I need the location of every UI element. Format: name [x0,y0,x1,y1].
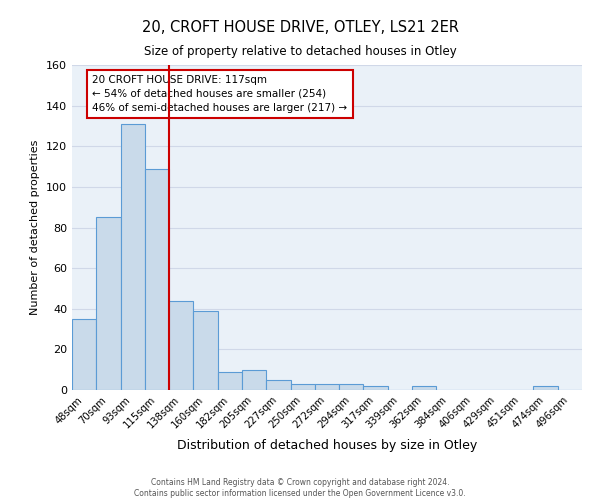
Bar [339,384,364,390]
Text: Contains HM Land Registry data © Crown copyright and database right 2024.
Contai: Contains HM Land Registry data © Crown c… [134,478,466,498]
Bar [412,386,436,390]
Bar [364,386,388,390]
Bar [121,124,145,390]
Text: 20, CROFT HOUSE DRIVE, OTLEY, LS21 2ER: 20, CROFT HOUSE DRIVE, OTLEY, LS21 2ER [142,20,458,35]
Bar [290,384,315,390]
Bar [266,380,290,390]
Y-axis label: Number of detached properties: Number of detached properties [31,140,40,315]
Bar [145,168,169,390]
X-axis label: Distribution of detached houses by size in Otley: Distribution of detached houses by size … [177,439,477,452]
Bar [242,370,266,390]
Text: Size of property relative to detached houses in Otley: Size of property relative to detached ho… [143,45,457,58]
Bar [218,372,242,390]
Bar [72,319,96,390]
Bar [533,386,558,390]
Bar [315,384,339,390]
Bar [96,218,121,390]
Bar [169,300,193,390]
Bar [193,311,218,390]
Text: 20 CROFT HOUSE DRIVE: 117sqm
← 54% of detached houses are smaller (254)
46% of s: 20 CROFT HOUSE DRIVE: 117sqm ← 54% of de… [92,74,347,113]
